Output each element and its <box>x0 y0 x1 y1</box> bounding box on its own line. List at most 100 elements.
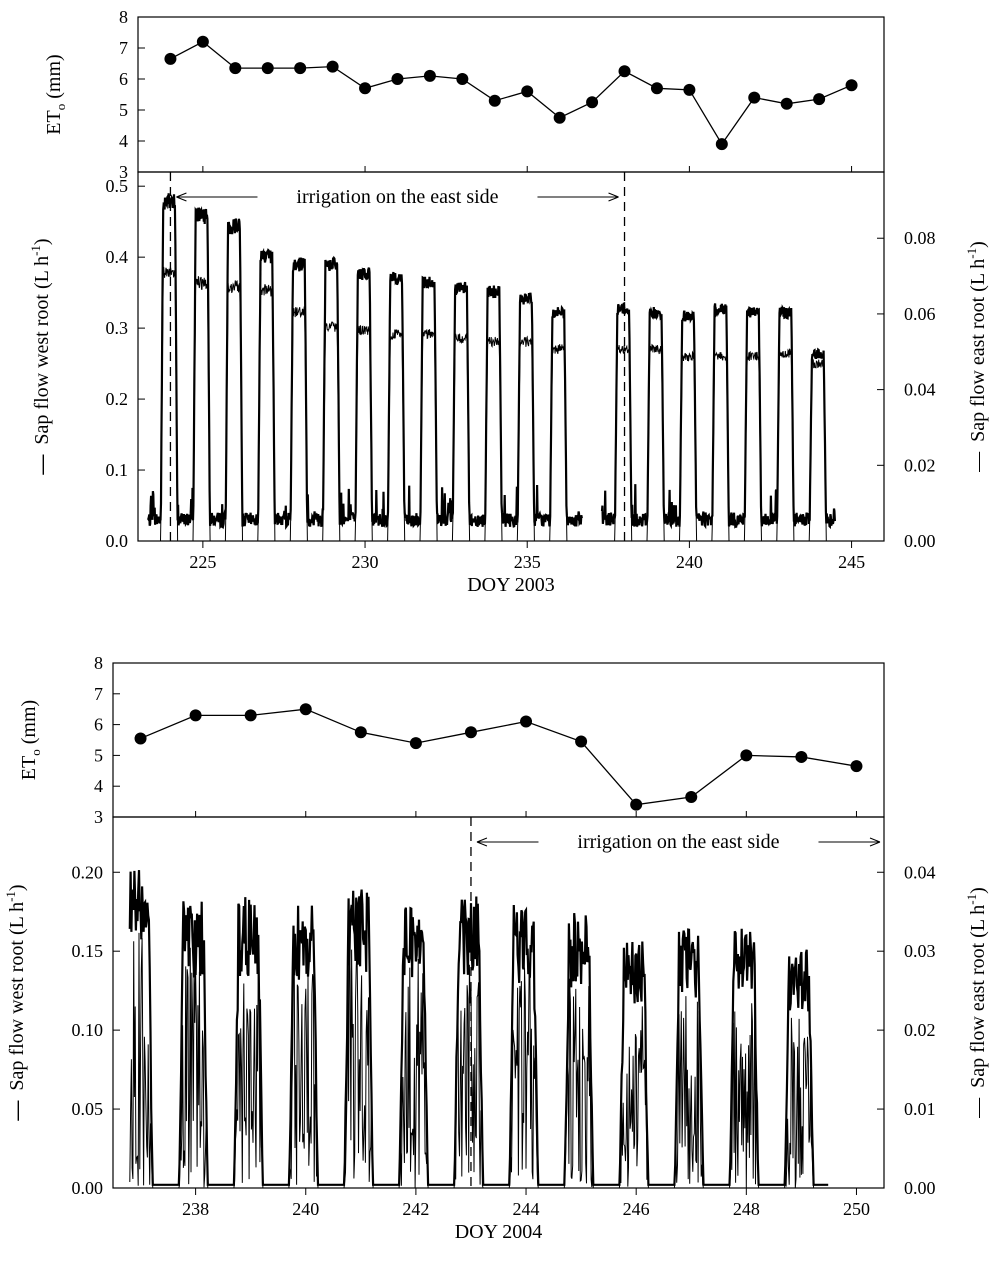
y-right-tick-label: 0.02 <box>904 1020 936 1040</box>
y-tick-label: 7 <box>119 38 128 58</box>
y-tick-label: 7 <box>94 684 103 704</box>
y-right-tick-label: 0.02 <box>904 455 936 475</box>
et-data-point <box>391 73 404 85</box>
et-data-point <box>521 85 534 98</box>
y-left-tick-label: 0.0 <box>106 531 129 551</box>
y-tick-label: 3 <box>94 807 103 827</box>
et-data-point <box>354 726 367 739</box>
sap-flow-west-root-line <box>128 870 829 1186</box>
y-label-text: Sap flow east root (L h <box>967 905 989 1088</box>
et-data-point <box>229 62 242 75</box>
et-data-point <box>359 82 372 95</box>
y-left-tick-label: 0.00 <box>72 1178 104 1198</box>
y-left-tick-label: 0.4 <box>106 247 129 267</box>
annotation-arrow-left-head <box>476 837 488 847</box>
et-data-point <box>261 62 274 75</box>
y-right-tick-label: 0.00 <box>904 531 936 551</box>
y-label-text: ET <box>18 756 40 780</box>
y-label-close: ) <box>967 241 989 248</box>
et-data-point <box>650 82 663 95</box>
x-tick-label: 246 <box>623 1199 650 1219</box>
et-series-line <box>170 41 852 146</box>
et-data-point <box>683 83 696 96</box>
y-left-axis-label: — Sap flow west root (L h-1) <box>28 238 53 475</box>
x-tick-label: 250 <box>843 1199 870 1219</box>
et-data-point <box>520 715 533 728</box>
y-label-close: ) <box>31 238 53 245</box>
sap-flow-east-root-line <box>129 932 829 1188</box>
y-right-tick-label: 0.04 <box>904 380 936 400</box>
et-data-point <box>780 97 793 110</box>
x-tick-label: 235 <box>514 552 541 572</box>
et-data-point <box>464 726 477 739</box>
annotation-arrow-right-head <box>608 192 619 202</box>
annotation-arrow-left-head <box>176 192 187 202</box>
y-tick-label: 5 <box>94 745 103 765</box>
et-data-point <box>795 750 808 763</box>
et-data-point <box>164 52 177 65</box>
y-left-tick-label: 0.05 <box>72 1099 104 1119</box>
et-series-line <box>140 708 857 806</box>
y-left-tick-label: 0.15 <box>72 941 104 961</box>
x-tick-label: 238 <box>182 1199 209 1219</box>
et-data-point <box>196 35 209 48</box>
et-data-point <box>299 703 312 716</box>
y-right-tick-label: 0.06 <box>904 304 936 324</box>
y-label-unit: (mm) <box>43 54 65 98</box>
y-label-superscript: -1 <box>964 894 979 905</box>
series-legend-mark: — <box>6 1100 28 1122</box>
y-left-tick-label: 0.10 <box>72 1020 104 1040</box>
y-tick-label: 6 <box>94 715 103 735</box>
x-tick-label: 245 <box>838 552 865 572</box>
et-data-point <box>618 65 631 78</box>
y-label-subscript: o <box>53 104 68 111</box>
y-tick-label: 4 <box>119 131 128 151</box>
y-label-superscript: -1 <box>964 248 979 259</box>
series-legend-mark: — <box>967 451 989 473</box>
y-axis-label: ETo (mm) <box>18 700 43 780</box>
et-data-point <box>845 79 858 92</box>
et-data-point <box>326 60 339 73</box>
y-right-tick-label: 0.08 <box>904 228 936 248</box>
plot-frame <box>137 16 885 173</box>
x-tick-label: 240 <box>676 552 703 572</box>
et-data-point <box>189 709 202 722</box>
y-label-text: Sap flow east root (L h <box>967 259 989 442</box>
y-tick-label: 3 <box>119 162 128 182</box>
irrigation-annotation: irrigation on the east side <box>296 186 498 208</box>
et-data-point <box>294 62 307 75</box>
et-data-point <box>409 737 422 750</box>
et-data-point <box>423 69 436 82</box>
et-data-point <box>813 93 826 106</box>
x-axis-label: DOY 2004 <box>455 1221 543 1243</box>
et-data-point <box>630 798 643 811</box>
y-left-tick-label: 0.5 <box>106 176 129 196</box>
y-label-text: Sap flow west root (L h <box>31 256 53 445</box>
y-label-text: Sap flow west root (L h <box>6 902 28 1091</box>
x-tick-label: 225 <box>189 552 216 572</box>
x-tick-label: 242 <box>402 1199 429 1219</box>
series-legend-mark: — <box>31 454 53 476</box>
et-data-point <box>685 790 698 803</box>
y-label-superscript: -1 <box>28 245 43 256</box>
et-data-point <box>134 732 147 745</box>
et-data-point <box>715 138 728 151</box>
y-right-axis-label: — Sap flow east root (L h-1) <box>964 887 989 1119</box>
sapflow-panel-2003: 0.0 0.1 0.2 0.3 0.4 0.5 0.00 0.02 0.04 0.06 0.08 22… <box>28 171 989 596</box>
x-axis-label: DOY 2003 <box>467 574 555 596</box>
y-right-tick-label: 0.03 <box>904 941 936 961</box>
y-label-unit: (mm) <box>18 700 40 744</box>
y-right-tick-label: 0.01 <box>904 1099 936 1119</box>
y-right-axis-label: — Sap flow east root (L h-1) <box>964 241 989 473</box>
et-data-point <box>586 96 599 109</box>
y-tick-label: 5 <box>119 100 128 120</box>
et-data-point <box>575 735 588 748</box>
y-right-tick-label: 0.00 <box>904 1178 936 1198</box>
plot-frame <box>112 816 885 1189</box>
et-data-point <box>488 94 501 107</box>
y-label-superscript: -1 <box>3 891 18 902</box>
et-panel-2004: 3 4 5 6 7 8 ETo (mm) <box>18 653 885 827</box>
et-data-point <box>553 111 566 124</box>
y-tick-label: 8 <box>94 653 103 673</box>
y-left-tick-label: 0.3 <box>106 318 129 338</box>
